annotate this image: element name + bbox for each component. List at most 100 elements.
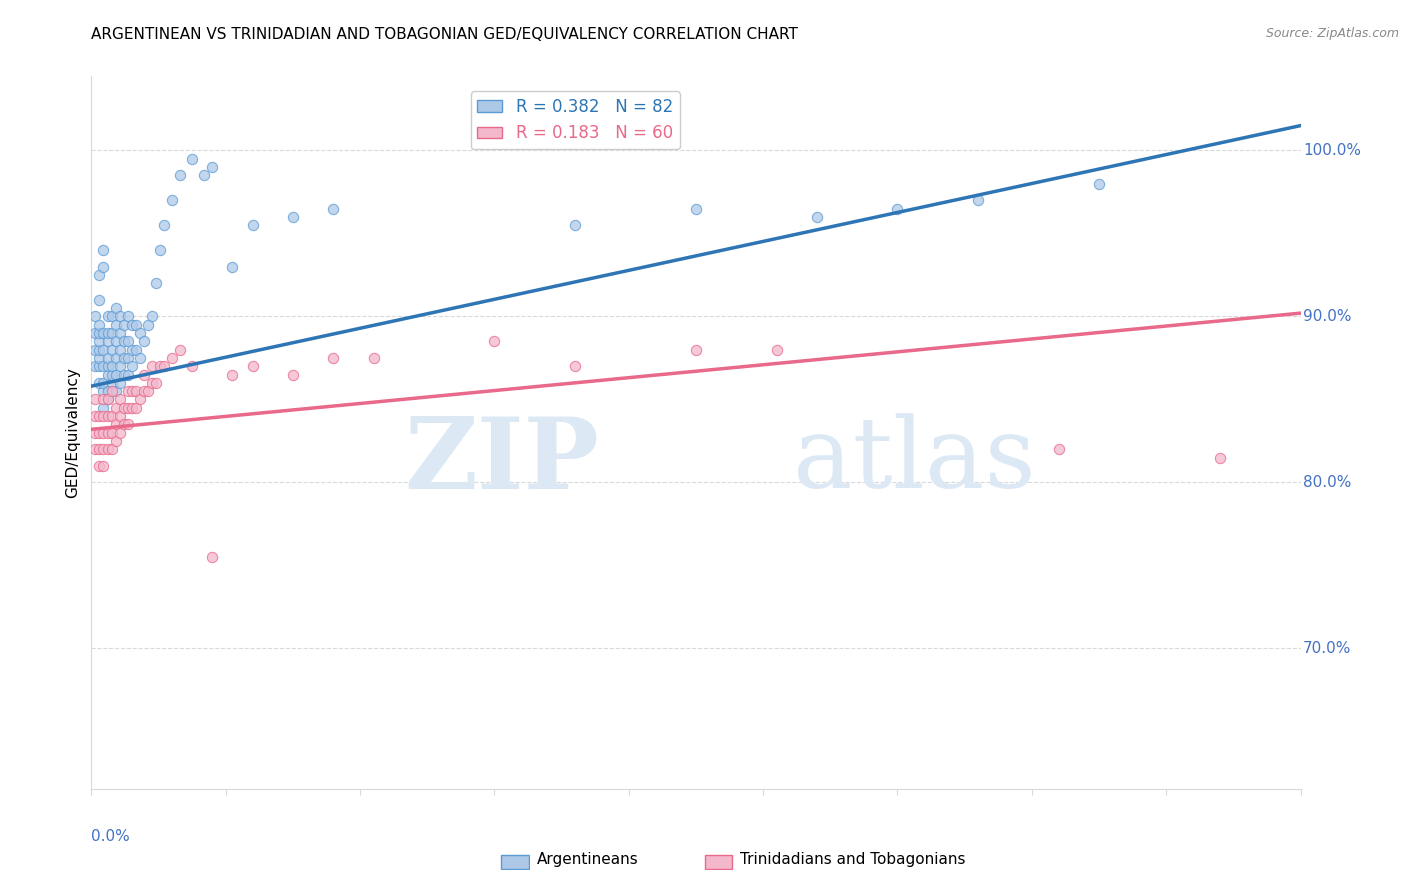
Point bbox=[1047, 442, 1070, 457]
Point bbox=[84, 425, 107, 440]
Point bbox=[100, 442, 122, 457]
Point bbox=[100, 343, 122, 357]
Point bbox=[125, 343, 148, 357]
Point bbox=[96, 310, 118, 324]
Point bbox=[363, 351, 385, 365]
Point bbox=[96, 326, 118, 340]
Point bbox=[93, 376, 115, 390]
Point bbox=[806, 210, 828, 224]
Point bbox=[93, 243, 115, 257]
Point bbox=[153, 359, 176, 374]
Point bbox=[89, 409, 111, 423]
Point bbox=[93, 409, 115, 423]
Point bbox=[93, 425, 115, 440]
Point bbox=[96, 409, 118, 423]
Point bbox=[108, 425, 131, 440]
Point bbox=[160, 351, 183, 365]
Point bbox=[121, 359, 143, 374]
FancyBboxPatch shape bbox=[501, 855, 529, 869]
Point bbox=[104, 351, 127, 365]
Point bbox=[1088, 177, 1111, 191]
Point bbox=[160, 194, 183, 208]
Point bbox=[89, 293, 111, 307]
Point bbox=[145, 376, 167, 390]
Point bbox=[125, 384, 148, 398]
Point bbox=[117, 368, 139, 382]
Point bbox=[104, 417, 127, 432]
Point bbox=[100, 359, 122, 374]
Point bbox=[96, 359, 118, 374]
Point bbox=[136, 384, 159, 398]
Point bbox=[100, 368, 122, 382]
Point bbox=[104, 384, 127, 398]
Point bbox=[132, 384, 155, 398]
Point bbox=[242, 218, 264, 232]
Point bbox=[201, 550, 224, 565]
Point bbox=[141, 310, 163, 324]
Legend: R = 0.382   N = 82, R = 0.183   N = 60: R = 0.382 N = 82, R = 0.183 N = 60 bbox=[471, 91, 679, 149]
Text: 70.0%: 70.0% bbox=[1303, 640, 1351, 656]
Point bbox=[100, 425, 122, 440]
Text: 90.0%: 90.0% bbox=[1303, 309, 1351, 324]
Point bbox=[886, 202, 908, 216]
Point bbox=[89, 442, 111, 457]
Point bbox=[117, 401, 139, 415]
Point bbox=[104, 401, 127, 415]
Point bbox=[145, 277, 167, 291]
Point bbox=[104, 368, 127, 382]
Point bbox=[117, 351, 139, 365]
Text: 100.0%: 100.0% bbox=[1303, 143, 1361, 158]
Point bbox=[89, 318, 111, 332]
Point bbox=[104, 318, 127, 332]
Text: Argentineans: Argentineans bbox=[537, 853, 638, 867]
Point bbox=[84, 326, 107, 340]
Text: Trinidadians and Tobagonians: Trinidadians and Tobagonians bbox=[740, 853, 965, 867]
Point bbox=[93, 401, 115, 415]
Point bbox=[108, 326, 131, 340]
Point bbox=[149, 243, 172, 257]
Point bbox=[84, 392, 107, 407]
Point bbox=[136, 318, 159, 332]
Point bbox=[108, 409, 131, 423]
Point bbox=[84, 343, 107, 357]
Point bbox=[104, 301, 127, 315]
Point bbox=[89, 376, 111, 390]
Point bbox=[89, 343, 111, 357]
Y-axis label: GED/Equivalency: GED/Equivalency bbox=[65, 368, 80, 498]
Point bbox=[93, 359, 115, 374]
Point bbox=[141, 359, 163, 374]
Point bbox=[484, 334, 506, 349]
Point bbox=[169, 343, 191, 357]
Point bbox=[564, 359, 586, 374]
Text: Source: ZipAtlas.com: Source: ZipAtlas.com bbox=[1265, 27, 1399, 40]
Point bbox=[128, 326, 150, 340]
Point bbox=[108, 343, 131, 357]
Point bbox=[93, 384, 115, 398]
Point bbox=[84, 409, 107, 423]
Point bbox=[100, 326, 122, 340]
Point bbox=[96, 392, 118, 407]
Point bbox=[685, 343, 707, 357]
Point bbox=[112, 417, 135, 432]
Point bbox=[765, 343, 787, 357]
Point bbox=[117, 417, 139, 432]
Point bbox=[121, 318, 143, 332]
Text: ARGENTINEAN VS TRINIDADIAN AND TOBAGONIAN GED/EQUIVALENCY CORRELATION CHART: ARGENTINEAN VS TRINIDADIAN AND TOBAGONIA… bbox=[91, 27, 799, 42]
Point bbox=[89, 458, 111, 473]
Point bbox=[221, 368, 243, 382]
Point bbox=[84, 359, 107, 374]
Point bbox=[89, 326, 111, 340]
Point bbox=[121, 401, 143, 415]
Point bbox=[281, 210, 304, 224]
Point bbox=[108, 359, 131, 374]
Text: ZIP: ZIP bbox=[405, 413, 599, 509]
Point bbox=[100, 310, 122, 324]
Point bbox=[112, 368, 135, 382]
Point bbox=[89, 334, 111, 349]
Point bbox=[96, 392, 118, 407]
Point bbox=[564, 218, 586, 232]
Point bbox=[108, 392, 131, 407]
Point bbox=[89, 351, 111, 365]
Point bbox=[96, 442, 118, 457]
Point bbox=[112, 334, 135, 349]
